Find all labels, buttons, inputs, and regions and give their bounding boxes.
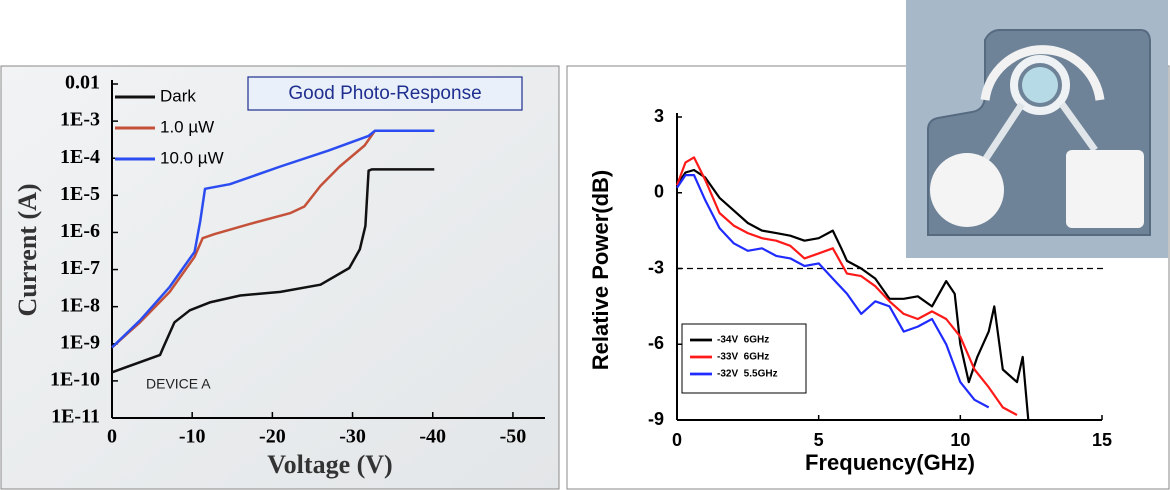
x-tick-label: 15 [1092, 430, 1112, 450]
x-tick-label: 0 [672, 430, 682, 450]
legend-label: 1.0 µW [160, 117, 214, 136]
photo-pad-square [1066, 150, 1144, 228]
annotation: Good Photo-Response [288, 83, 481, 104]
chart: 1E-11 1E-10 1E-9 1E-8 1E-7 1E-6 1E-5 1E-4 1E-3 0.… [13, 72, 545, 479]
legend-label: Dark [160, 86, 196, 105]
y-axis-label: Current (A) [13, 183, 42, 316]
y-tick-label: -6 [648, 333, 664, 353]
y-tick-label: 1E-6 [60, 220, 100, 242]
y-tick-label: -3 [648, 257, 664, 277]
y-tick-label: 1E-11 [51, 406, 100, 428]
x-tick-label: 10 [950, 430, 970, 450]
legend-label: -33V 6GHz [717, 352, 769, 363]
device-photo [906, 0, 1168, 258]
photo-arc [980, 45, 1105, 101]
series-line [111, 168, 435, 374]
y-tick-label: 1E-3 [60, 109, 100, 131]
photo-core [1022, 67, 1058, 103]
x-tick-label: -40 [419, 426, 446, 448]
x-tick-label: -50 [500, 426, 527, 448]
y-tick-label: 1E-10 [50, 368, 100, 390]
annotation: DEVICE A [146, 376, 211, 392]
legend-label: 10.0 µW [160, 148, 224, 167]
legend-label: -32V 5.5GHz [717, 369, 778, 380]
legend-box [681, 323, 807, 394]
annotation-box [247, 76, 523, 111]
x-axis-label: Frequency(GHz) [805, 450, 975, 475]
photo-ring [1010, 55, 1070, 115]
x-axis-label: Voltage (V) [267, 450, 392, 479]
legend-label: -34V 6GHz [717, 335, 769, 346]
y-tick-label: -9 [648, 409, 664, 429]
x-tick-label: -10 [179, 426, 206, 448]
photo-pad-round [930, 153, 1004, 227]
y-tick-label: 1E-9 [60, 331, 100, 353]
chart: -9 -6 -3 0 3 0 5 10 15 Frequency(GHz) Relative Pow… [588, 106, 1112, 475]
x-tick-label: -30 [339, 426, 366, 448]
series-line [111, 129, 435, 349]
x-tick-label: 0 [107, 426, 117, 448]
series-line [676, 174, 990, 409]
y-tick-label: 0 [654, 182, 664, 202]
y-tick-label: 1E-4 [60, 146, 100, 168]
series-line [675, 156, 1018, 416]
x-tick-label: 5 [814, 430, 824, 450]
series-line [111, 129, 435, 349]
series-line [676, 168, 1030, 421]
y-tick-label: 1E-8 [60, 294, 100, 316]
y-tick-label: 1E-7 [60, 257, 100, 279]
y-axis-label: Relative Power(dB) [588, 170, 613, 371]
y-tick-label: 0.01 [65, 72, 100, 94]
y-tick-label: 1E-5 [60, 183, 100, 205]
y-tick-label: 3 [654, 106, 664, 126]
x-tick-label: -20 [259, 426, 286, 448]
photo-traces [982, 101, 1098, 162]
